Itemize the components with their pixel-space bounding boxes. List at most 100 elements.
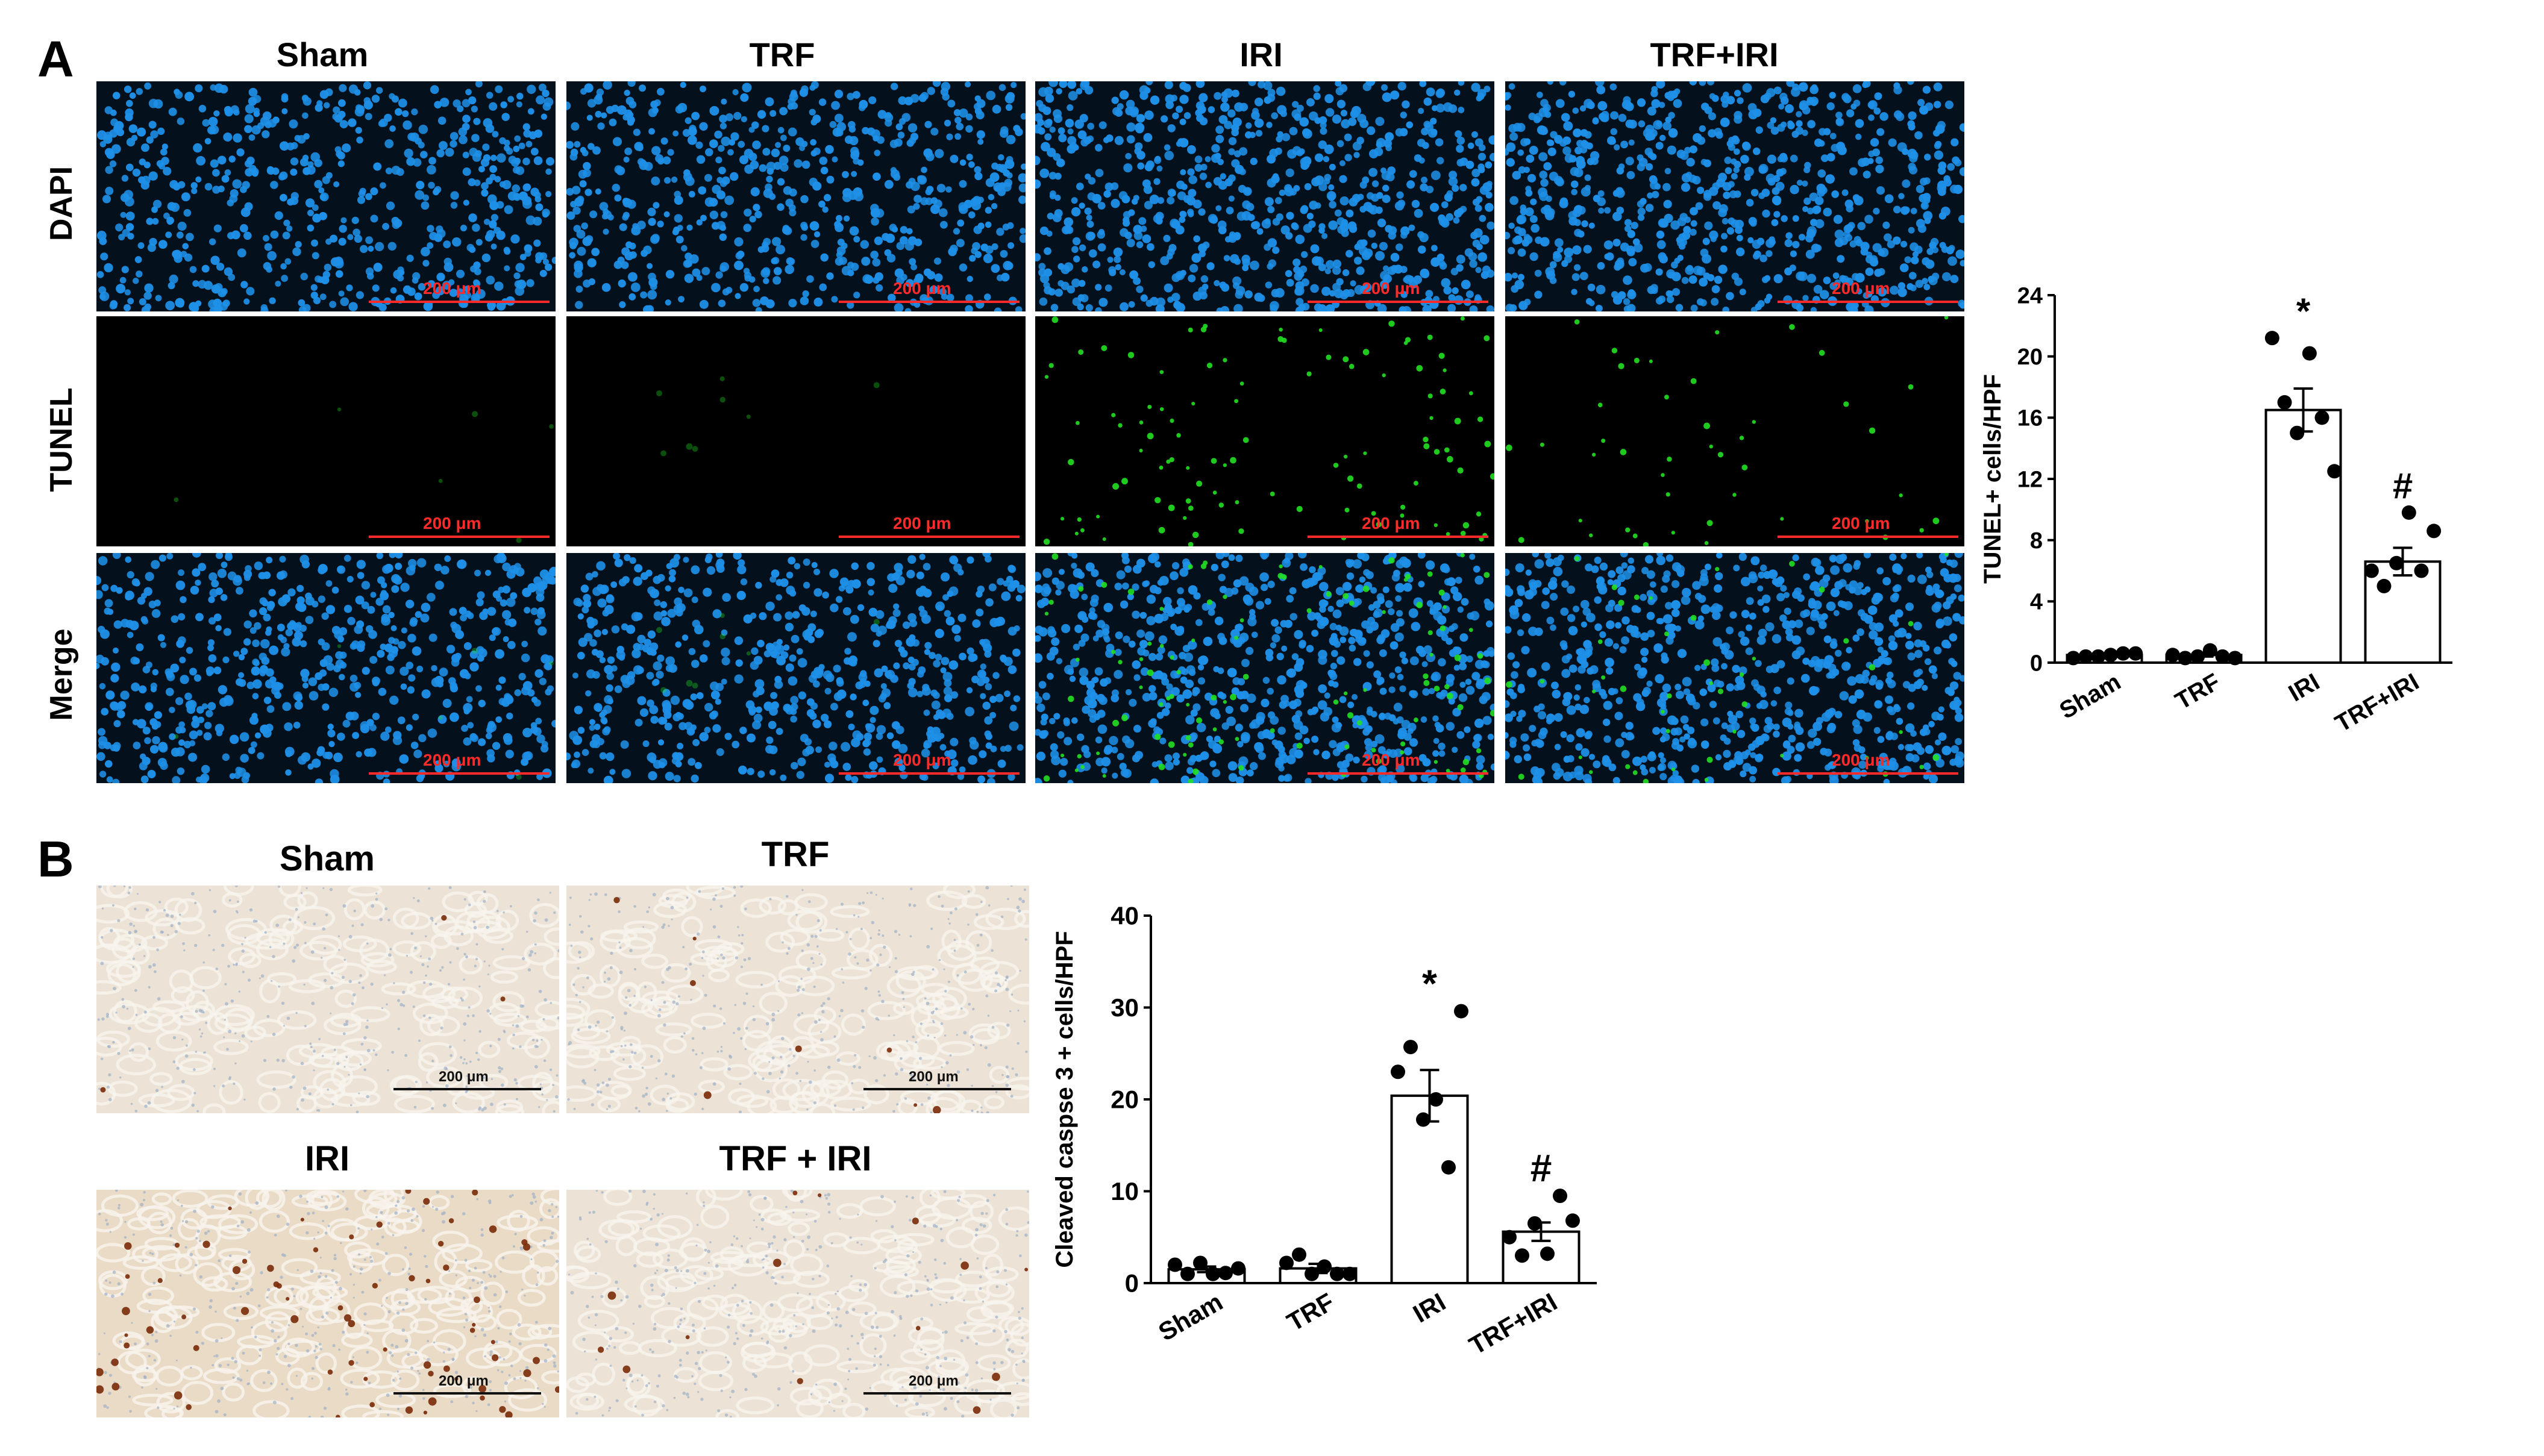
y-tick-label: 8 bbox=[2030, 528, 2043, 554]
data-point bbox=[1305, 1266, 1319, 1281]
data-point bbox=[2066, 651, 2081, 666]
x-tick-label: TRF bbox=[1282, 1287, 1339, 1337]
row-label-dapi: DAPI bbox=[44, 166, 79, 242]
data-point bbox=[1403, 1040, 1418, 1055]
micrograph-merge-sham: 200 μm bbox=[96, 553, 556, 783]
micrograph-merge-trf: 200 μm bbox=[566, 553, 1026, 783]
data-point bbox=[2401, 505, 2416, 520]
data-point bbox=[1429, 1092, 1443, 1107]
micrograph-merge-trf-iri: 200 μm bbox=[1505, 553, 1964, 783]
y-tick-label: 20 bbox=[2017, 345, 2043, 370]
data-point bbox=[1416, 1112, 1430, 1127]
significance-marker: * bbox=[1422, 962, 1437, 1005]
row-label-tunel: TUNEL bbox=[44, 387, 79, 492]
panel-a-letter: A bbox=[37, 31, 74, 87]
scale-bar-label: 200 μm bbox=[423, 279, 481, 298]
y-tick-label: 20 bbox=[1111, 1086, 1139, 1114]
data-point bbox=[2078, 649, 2093, 664]
data-point bbox=[1454, 1004, 1468, 1019]
scale-bar bbox=[1778, 772, 1958, 775]
ihc-title-trf-iri: TRF + IRI bbox=[719, 1139, 872, 1178]
micrograph-dapi-iri: 200 μm bbox=[1035, 81, 1494, 311]
data-point bbox=[1279, 1255, 1294, 1270]
significance-marker: # bbox=[1530, 1146, 1552, 1190]
data-point bbox=[2389, 555, 2404, 570]
tunel-bar-chart: TUNEL+ cells/HPF 0 4 8 12 16 20 24 Sham TRF * IRI # T… bbox=[1982, 283, 2452, 737]
scale-bar bbox=[863, 1392, 1011, 1395]
bar bbox=[2264, 408, 2342, 664]
x-tick-label: TRF bbox=[2171, 669, 2225, 715]
data-point bbox=[2427, 523, 2442, 539]
data-point bbox=[1180, 1266, 1195, 1281]
data-point bbox=[2228, 651, 2243, 666]
scale-bar bbox=[393, 1392, 541, 1395]
scale-bar bbox=[369, 536, 550, 538]
significance-marker: # bbox=[2393, 466, 2413, 506]
data-point bbox=[2290, 425, 2305, 440]
data-point bbox=[1502, 1229, 1517, 1245]
y-tick-label: 24 bbox=[2017, 283, 2043, 308]
micrograph-tunel-sham: 200 μm bbox=[96, 316, 556, 546]
significance-marker: * bbox=[2296, 291, 2311, 331]
x-tick-label: IRI bbox=[2284, 669, 2324, 707]
y-tick-label: 12 bbox=[2017, 467, 2043, 492]
data-point bbox=[1515, 1248, 1529, 1263]
scale-bar-label: 200 μm bbox=[893, 751, 951, 769]
scale-bar bbox=[839, 772, 1020, 775]
data-point bbox=[1317, 1259, 1332, 1274]
data-point bbox=[2277, 395, 2292, 410]
ihc-image-iri: 200 μm bbox=[96, 1190, 559, 1417]
micrograph-tunel-trf-iri: 200 μm bbox=[1505, 316, 1964, 546]
scale-bar bbox=[1778, 301, 1958, 303]
col-label-trf-iri: TRF+IRI bbox=[1650, 36, 1779, 73]
data-point bbox=[2264, 331, 2279, 346]
scale-bar bbox=[1308, 536, 1488, 538]
row-label-merge: Merge bbox=[44, 628, 79, 721]
micrograph-tunel-trf: 200 μm bbox=[566, 316, 1026, 546]
scale-bar bbox=[1308, 301, 1488, 303]
x-tick-label: Sham bbox=[2055, 669, 2125, 725]
scale-bar-label: 200 μm bbox=[423, 514, 481, 533]
data-point bbox=[1292, 1247, 1306, 1262]
scale-bar-label: 200 μm bbox=[893, 279, 951, 298]
data-point bbox=[2202, 643, 2217, 658]
data-point bbox=[1218, 1266, 1233, 1281]
data-point bbox=[2116, 646, 2131, 661]
data-point bbox=[1441, 1160, 1456, 1175]
scale-bar-label: 200 μm bbox=[1362, 279, 1420, 298]
x-tick-label: Sham bbox=[1153, 1287, 1227, 1346]
y-tick-label: 16 bbox=[2017, 406, 2043, 431]
scale-bar bbox=[863, 1088, 1011, 1090]
y-axis-label: TUNEL+ cells/HPF bbox=[1982, 374, 2006, 584]
col-label-sham: Sham bbox=[276, 36, 369, 73]
scale-bar-label: 200 μm bbox=[1832, 514, 1890, 533]
ihc-title-sham: Sham bbox=[280, 839, 375, 878]
data-point bbox=[2364, 563, 2379, 578]
scale-bar-label: 200 μm bbox=[1362, 751, 1420, 769]
scale-bar bbox=[369, 772, 550, 775]
y-tick-label: 10 bbox=[1111, 1177, 1139, 1205]
scale-bar bbox=[839, 536, 1020, 538]
y-tick-label: 0 bbox=[1125, 1269, 1139, 1298]
ihc-image-sham: 200 μm bbox=[96, 886, 559, 1113]
data-point bbox=[1168, 1257, 1182, 1272]
data-point bbox=[2414, 563, 2429, 578]
scale-bar-label: 200 μm bbox=[423, 751, 481, 769]
y-tick-label: 30 bbox=[1111, 993, 1139, 1022]
caspase3-bar-chart: Cleaved caspse 3 + cells/HPF 0 10 20 30 40 Sha… bbox=[1051, 902, 1597, 1360]
col-label-trf: TRF bbox=[749, 36, 815, 73]
data-point bbox=[1193, 1255, 1208, 1270]
data-point bbox=[2314, 410, 2329, 425]
y-axis-label: Cleaved caspse 3 + cells/HPF bbox=[1051, 931, 1078, 1267]
ihc-title-trf: TRF bbox=[761, 835, 830, 874]
data-point bbox=[1231, 1261, 1245, 1276]
ihc-image-trf: 200 μm bbox=[566, 886, 1029, 1113]
data-point bbox=[2128, 646, 2143, 661]
scale-bar bbox=[839, 301, 1020, 303]
data-point bbox=[2165, 648, 2180, 663]
scale-bar-label: 200 μm bbox=[439, 1069, 489, 1085]
data-point bbox=[2091, 649, 2106, 664]
data-point bbox=[1553, 1189, 1567, 1204]
scale-bar bbox=[393, 1088, 541, 1090]
bar bbox=[2364, 560, 2442, 664]
